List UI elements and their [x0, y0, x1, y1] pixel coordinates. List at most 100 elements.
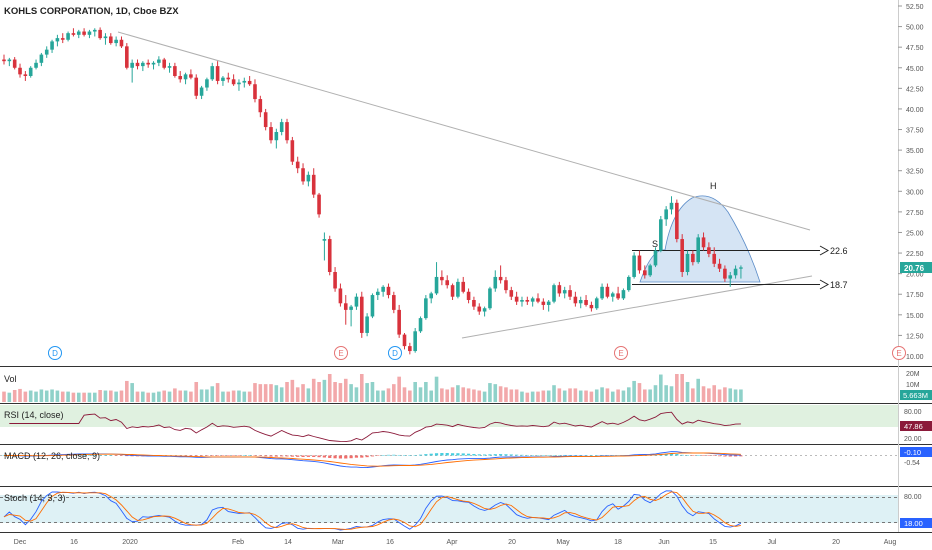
candle-body — [39, 54, 44, 63]
candle-body — [461, 281, 466, 292]
event-earnings-3[interactable]: E — [892, 346, 906, 360]
candle-body — [130, 62, 134, 68]
macd-histogram-bar — [306, 455, 310, 457]
candle-body — [146, 62, 150, 65]
axis-ticks: 52.50 50.00 47.50 45.00 42.50 40.00 37.50 35.00… — [14, 4, 924, 546]
candle — [295, 156, 300, 174]
candle — [397, 304, 401, 338]
candle-body — [546, 301, 551, 305]
event-earnings-2[interactable]: E — [614, 346, 628, 360]
macd-histogram-bar — [595, 455, 599, 456]
volume-bar — [306, 388, 311, 402]
candle — [349, 304, 353, 327]
volume-axis-tick: 20M — [906, 371, 920, 378]
event-dividend-1[interactable]: D — [48, 346, 62, 360]
macd-histogram-bar — [712, 455, 716, 457]
volume-bar — [34, 391, 38, 402]
time-axis-tick: 14 — [284, 539, 292, 546]
level-low-label: 18.7 — [830, 280, 848, 290]
volume-bar — [610, 391, 615, 402]
macd-histogram-bar — [205, 455, 209, 456]
volume-bar — [584, 390, 588, 402]
last-price-badge — [900, 262, 932, 273]
volume-bar — [157, 391, 161, 402]
macd-histogram-bar — [450, 453, 455, 456]
candle — [445, 275, 450, 289]
candle — [546, 300, 551, 312]
volume-bar — [594, 389, 599, 402]
macd-histogram-bar — [520, 454, 524, 456]
candle-body — [728, 275, 733, 279]
macd-histogram-bar — [397, 454, 401, 456]
candle-body — [365, 316, 369, 333]
candle — [514, 291, 519, 305]
candle-body — [221, 77, 225, 81]
macd-signal-line — [4, 452, 741, 467]
volume-bar — [691, 388, 695, 402]
candle-body — [685, 253, 690, 272]
macd-histogram-bar — [253, 455, 257, 456]
macd-histogram-bar — [483, 454, 487, 456]
candle-body — [610, 293, 615, 297]
volume-bar — [317, 382, 321, 402]
candle — [568, 285, 572, 300]
candle — [7, 57, 12, 67]
volume-last-badge — [900, 390, 932, 400]
candle — [76, 29, 81, 39]
volume-bar — [66, 391, 70, 402]
candle-body — [55, 38, 60, 42]
macd-histogram-bar — [701, 455, 706, 456]
macd-histogram-bar — [733, 455, 738, 457]
time-axis-tick: 16 — [386, 539, 394, 546]
volume-bar — [402, 387, 407, 402]
candle-body — [157, 59, 161, 63]
macd-histogram-bar — [338, 455, 343, 459]
macd-histogram-bar — [579, 455, 583, 456]
volume-bar — [429, 390, 433, 402]
candle-body — [621, 290, 626, 299]
macd-histogram-bar — [723, 455, 727, 457]
event-earnings-1[interactable]: E — [334, 346, 348, 360]
volume-bar — [18, 388, 22, 402]
candle-body — [530, 298, 535, 302]
macd-histogram-bar — [477, 454, 481, 456]
candle-body — [119, 39, 124, 47]
candle-body — [333, 272, 337, 289]
candle — [434, 262, 439, 296]
candle — [488, 286, 492, 310]
candle-body — [253, 84, 257, 100]
candle — [493, 270, 498, 292]
volume-bar — [119, 390, 124, 402]
descending-trendline — [117, 31, 811, 231]
macd-histogram-bar — [98, 455, 102, 456]
candle-body — [664, 209, 668, 220]
volume-bar — [125, 380, 129, 402]
candle-body — [269, 127, 273, 141]
volume-bar — [675, 374, 679, 402]
time-axis-tick: Feb — [232, 539, 244, 546]
last-price-value: 20.76 — [904, 264, 925, 273]
volume-bar — [493, 384, 498, 402]
volume-bar — [616, 389, 620, 402]
volume-bar — [301, 384, 305, 402]
candle — [653, 247, 658, 268]
macd-histogram-bar — [408, 455, 412, 456]
macd-histogram-bar — [504, 454, 508, 456]
stoch-axis-tick: 80.00 — [904, 494, 922, 501]
candle-body — [306, 174, 311, 182]
candle-body — [605, 286, 610, 297]
candle — [114, 36, 118, 47]
volume-bar — [712, 385, 717, 402]
candle-body — [589, 304, 594, 309]
candle — [146, 59, 150, 68]
candle-body — [514, 296, 519, 302]
event-dividend-2[interactable]: D — [388, 346, 402, 360]
candle-body — [343, 303, 348, 310]
candle — [194, 74, 199, 100]
time-axis-tick: 16 — [70, 539, 78, 546]
macd-histogram-bar — [199, 455, 204, 457]
candle-body — [562, 290, 567, 294]
candle-body — [440, 276, 444, 281]
volume-bar — [466, 388, 471, 402]
